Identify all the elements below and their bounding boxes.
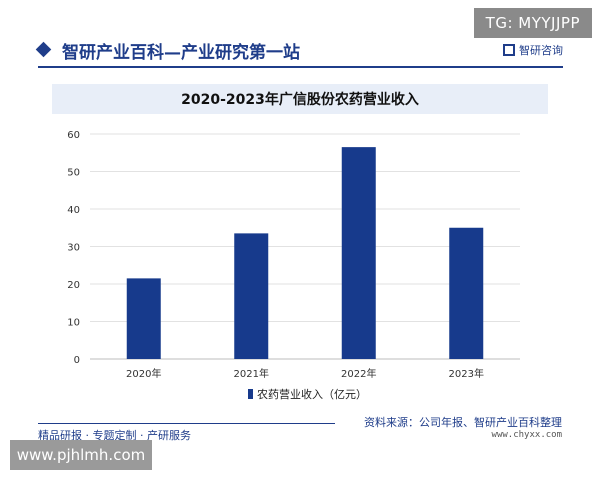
- footer-slogan: 精品研报 · 专题定制 · 产研服务: [38, 429, 191, 442]
- chart-title-band: 2020-2023年广信股份农药营业收入: [52, 84, 548, 114]
- bars: [126, 147, 484, 359]
- watermark-tg: TG: MYYJJPP: [473, 8, 592, 38]
- y-tick-label: 10: [67, 318, 80, 329]
- source-url: www.chyxx.com: [491, 430, 562, 440]
- y-tick-label: 60: [67, 130, 80, 141]
- legend-label: 农药营业收入（亿元）: [257, 388, 367, 401]
- x-tick-labels: 2020年 2021年 2022年 2023年: [126, 367, 484, 380]
- page-header: 智研产业百科—产业研究第一站 智研咨询: [35, 38, 563, 64]
- x-tick-label: 2021年: [234, 367, 269, 380]
- source-note: 资料来源：公司年报、智研产业百科整理: [364, 416, 562, 429]
- brand-logo: 智研咨询: [503, 42, 563, 58]
- site-title: 智研产业百科—产业研究第一站: [62, 43, 300, 63]
- x-tick-label: 2022年: [341, 367, 376, 380]
- y-tick-label: 50: [67, 168, 80, 179]
- brand-name: 智研咨询: [519, 44, 563, 57]
- y-tick-labels: 0 10 20 30 40 50 60: [67, 130, 80, 366]
- y-tick-label: 0: [74, 355, 80, 366]
- legend-swatch: [248, 389, 253, 399]
- watermark-url: www.pjhlmh.com: [10, 440, 152, 470]
- grid-lines: [90, 133, 520, 360]
- bar-2: [234, 233, 269, 359]
- header-divider: [38, 66, 563, 68]
- footer-divider: [38, 423, 335, 424]
- bar-3: [341, 147, 376, 359]
- y-tick-label: 40: [67, 205, 80, 216]
- x-tick-label: 2023年: [449, 367, 484, 380]
- bar-1: [126, 278, 161, 359]
- x-tick-label: 2020年: [126, 367, 161, 380]
- y-tick-label: 20: [67, 280, 80, 291]
- y-tick-label: 30: [67, 243, 80, 254]
- bar-4: [449, 227, 484, 359]
- brand-icon: [503, 44, 515, 56]
- chart-legend: 农药营业收入（亿元）: [248, 386, 367, 402]
- chart-title: 2020-2023年广信股份农药营业收入: [181, 92, 419, 108]
